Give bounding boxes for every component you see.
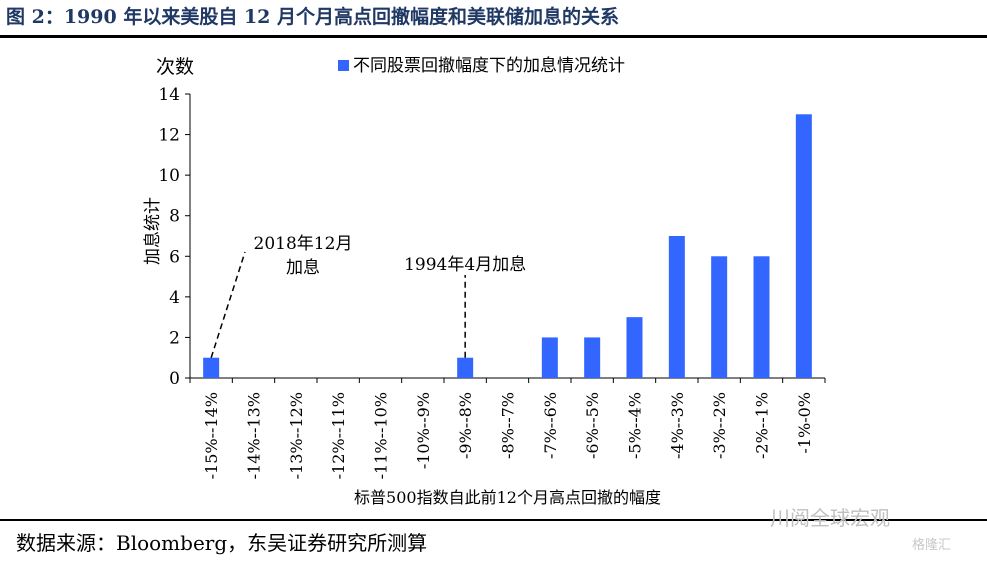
- annotation-leader-line: [210, 251, 246, 358]
- x-tick-label: -9%--8%: [456, 392, 475, 459]
- bar: [753, 256, 770, 378]
- source-note: 数据来源：Bloomberg，东吴证券研究所测算: [16, 531, 428, 555]
- watermark-text: 川阅全球宏观: [770, 506, 890, 530]
- bar: [626, 317, 643, 378]
- x-axis-title: 标普500指数自此前12个月高点回撤的幅度: [354, 488, 661, 507]
- bar: [203, 357, 220, 378]
- annotation-label: 1994年4月加息: [404, 255, 526, 275]
- x-tick-label: -12%--11%: [329, 392, 348, 479]
- y-tick-label: 14: [158, 85, 180, 105]
- y-tick-label: 2: [169, 328, 180, 348]
- x-tick-label: -6%--5%: [583, 392, 602, 459]
- x-tick-label: -13%--12%: [287, 392, 306, 479]
- bar: [584, 337, 601, 378]
- figure-title: 图 2：1990 年以来美股自 12 月个月高点回撤幅度和美联储加息的关系: [6, 6, 620, 28]
- x-tick-label: -8%--7%: [499, 392, 518, 459]
- y-tick-label: 10: [158, 166, 180, 186]
- bar: [668, 236, 685, 378]
- x-tick-label: -14%--13%: [245, 392, 264, 479]
- watermark-logo-text: 格隆汇: [912, 538, 952, 553]
- y-axis-title: 加息统计: [143, 197, 163, 265]
- y-tick-label: 0: [169, 369, 180, 389]
- x-tick-label: -3%--2%: [710, 392, 729, 459]
- y-tick-label: 8: [169, 207, 180, 227]
- x-tick-label: -15%--14%: [202, 392, 221, 479]
- y-tick-label: 6: [169, 247, 180, 267]
- bar-chart: 0 2 4 6 8 10 12 14 -15%--14% -14%--13% -13%--12% -1…: [143, 56, 826, 507]
- bottom-rule: [0, 519, 987, 521]
- bar: [541, 337, 558, 378]
- y-tick-label: 12: [158, 126, 180, 146]
- bar: [711, 256, 728, 378]
- annotation-label: 2018年12月: [254, 234, 353, 254]
- bar: [795, 114, 812, 379]
- x-tick-label: -4%--3%: [668, 392, 687, 459]
- x-tick-label: -2%--1%: [753, 392, 772, 459]
- x-tick-label: -10%--9%: [414, 392, 433, 469]
- x-tick-label: -1%-0%: [795, 392, 814, 454]
- top-rule: [0, 35, 987, 38]
- legend-swatch: [338, 60, 349, 71]
- x-tick-label: -5%--4%: [626, 392, 645, 459]
- bar: [457, 357, 474, 378]
- y-unit-label: 次数: [156, 56, 194, 78]
- legend-label: 不同股票回撤幅度下的加息情况统计: [353, 56, 625, 76]
- annotation-label: 加息: [286, 258, 320, 278]
- y-tick-label: 4: [169, 288, 180, 308]
- x-tick-label: -11%--10%: [372, 392, 391, 479]
- x-tick-label: -7%--6%: [541, 392, 560, 459]
